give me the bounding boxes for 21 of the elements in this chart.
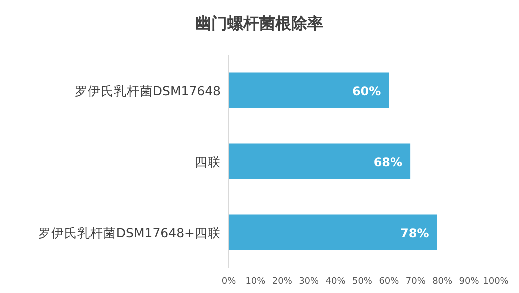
x-tick-label: 40% — [326, 277, 346, 287]
x-tick-label: 100% — [483, 277, 510, 287]
x-tick-label: 70% — [406, 277, 426, 287]
x-tick-label: 30% — [299, 277, 320, 287]
y-tick-label: 四联 — [195, 154, 221, 170]
bar — [229, 144, 411, 180]
bar — [229, 214, 438, 250]
x-tick-label: 10% — [246, 277, 266, 287]
y-tick-label: 罗伊氏乳杆菌DSM17648+四联 — [38, 226, 221, 240]
x-tick-label: 90% — [459, 277, 480, 287]
data-label: 68% — [374, 156, 403, 170]
x-tick-label: 50% — [352, 277, 373, 287]
data-label: 78% — [400, 226, 430, 240]
x-tick-label: 0% — [222, 277, 237, 287]
y-tick-label: 罗伊氏乳杆菌DSM17648 — [74, 84, 222, 98]
data-label: 60% — [352, 84, 382, 98]
x-tick-label: 60% — [379, 277, 400, 287]
x-tick-label: 20% — [272, 277, 293, 287]
chart-title: 幽门螺杆菌根除率 — [196, 14, 324, 33]
bar — [229, 72, 390, 108]
x-tick-label: 80% — [432, 277, 454, 287]
